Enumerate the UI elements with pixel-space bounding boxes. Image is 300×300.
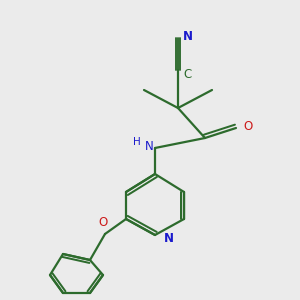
Text: C: C [184, 68, 192, 80]
Text: H: H [133, 137, 141, 147]
Text: O: O [243, 119, 253, 133]
Text: N: N [145, 140, 153, 152]
Text: N: N [164, 232, 174, 245]
Text: N: N [183, 29, 193, 43]
Text: O: O [98, 215, 108, 229]
